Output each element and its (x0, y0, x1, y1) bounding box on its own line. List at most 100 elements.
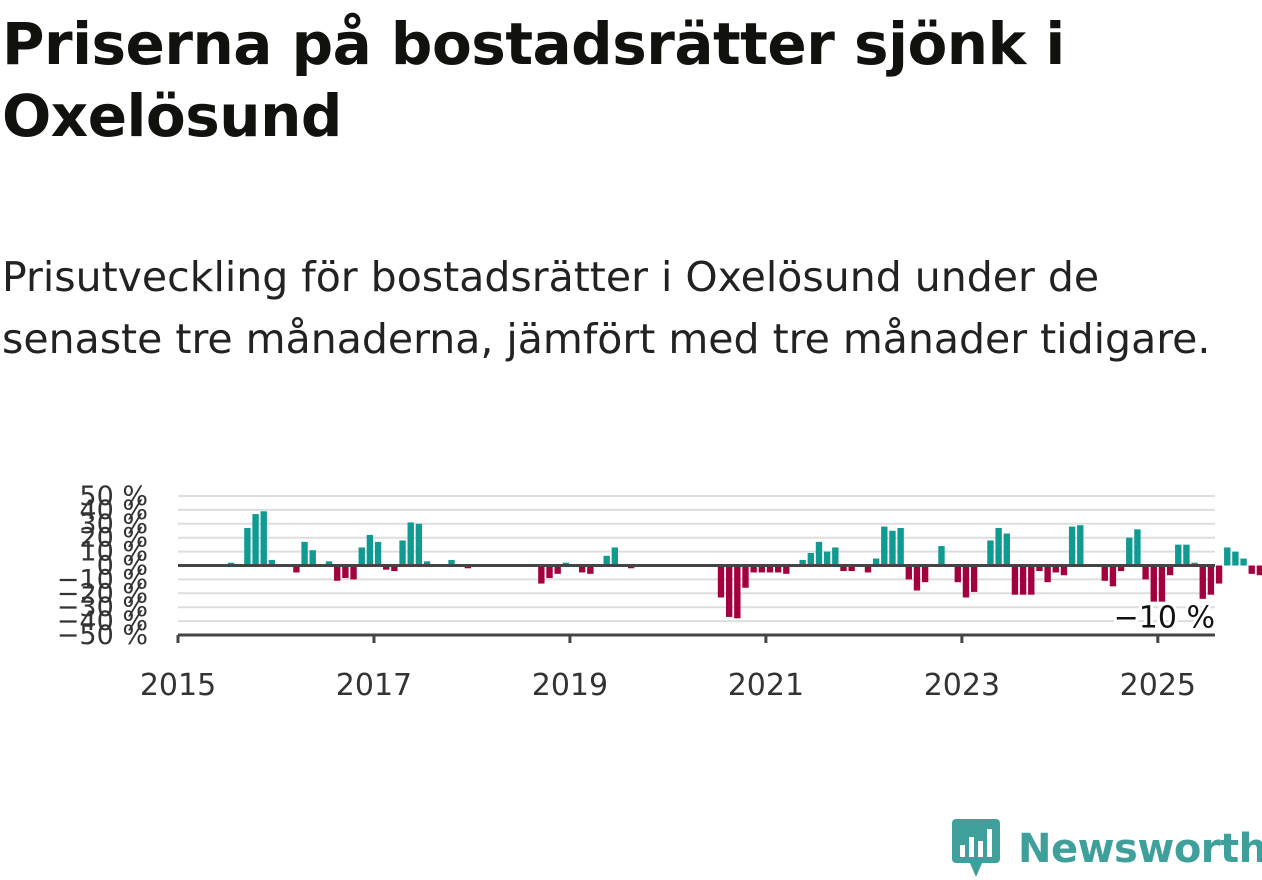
bar (995, 527, 1002, 566)
y-tick-label: 30 % (79, 509, 148, 540)
bar (1068, 526, 1076, 566)
bar (766, 565, 774, 573)
bar (1109, 565, 1117, 587)
bar (603, 555, 610, 566)
x-tick-label: 2015 (140, 668, 216, 703)
bar (342, 565, 349, 579)
bar (538, 565, 545, 584)
bar (1150, 565, 1157, 602)
x-axis-ticks: 2015 2017 2019 2021 2023 2025 (140, 635, 1196, 703)
bar (268, 559, 276, 566)
brand-name: Newsworthy (1018, 826, 1262, 872)
bar (1166, 565, 1174, 576)
bar (1052, 565, 1059, 573)
y-tick-label: −30 % (57, 592, 148, 623)
x-tick-label: 2023 (924, 668, 1000, 703)
y-tick-label: −20 % (57, 578, 148, 609)
newsworthy-logo: Newsworthy (952, 818, 1262, 880)
bar (717, 565, 725, 598)
bar (391, 565, 398, 572)
bars (227, 511, 1262, 619)
bar (750, 565, 757, 573)
bar (807, 552, 814, 566)
last-value-label: −10 % (1114, 600, 1215, 635)
bar (864, 565, 872, 573)
bar (325, 561, 333, 566)
bar (1199, 565, 1206, 599)
bar (783, 565, 790, 574)
bar (1019, 565, 1027, 595)
bar (448, 559, 455, 566)
bar (938, 546, 945, 566)
bar (1011, 565, 1019, 595)
bar (252, 514, 259, 566)
y-tick-label: −40 % (57, 606, 148, 637)
y-tick-label: 10 % (79, 537, 148, 568)
bar (881, 526, 888, 566)
bar (840, 565, 847, 572)
y-tick-label: 0 % (97, 551, 148, 582)
bar (579, 565, 586, 573)
bar (358, 547, 365, 566)
bar (366, 534, 374, 566)
bar (1077, 525, 1084, 566)
bar (1036, 565, 1043, 572)
bar (962, 565, 970, 598)
bar (1175, 544, 1182, 566)
bar (301, 541, 308, 566)
bar (1134, 529, 1141, 566)
bar (774, 565, 782, 573)
bar (1003, 533, 1010, 566)
bar (913, 565, 921, 591)
bar (970, 565, 978, 592)
x-tick-label: 2025 (1120, 668, 1196, 703)
y-tick-label: −50 % (57, 620, 148, 651)
bar (399, 540, 406, 566)
price-change-chart: 50 %40 %30 %20 %10 %0 % −10 % −20 %−30 %−4… (57, 481, 1262, 703)
bar (1248, 565, 1255, 574)
bar (334, 565, 341, 581)
bar (350, 565, 357, 580)
bar (848, 565, 855, 572)
bar (872, 558, 880, 566)
bar (1044, 565, 1051, 583)
bar (309, 550, 316, 566)
bar (383, 565, 390, 570)
x-tick-label: 2021 (728, 668, 804, 703)
y-axis-ticks: 50 %40 %30 %20 %10 %0 %−10 %−20 %−30 %−4… (57, 481, 148, 651)
bar (1240, 558, 1247, 566)
bar (554, 565, 561, 574)
bar (897, 527, 904, 566)
bar (921, 565, 929, 583)
bar (407, 522, 414, 566)
bar-chart-speech-icon (952, 819, 1000, 877)
bar (1126, 537, 1133, 566)
bar (587, 565, 594, 574)
x-tick-label: 2017 (336, 668, 412, 703)
bar (823, 551, 831, 566)
y-tick-label: 20 % (79, 523, 148, 554)
bar (889, 530, 896, 566)
bar (1256, 565, 1262, 576)
bar (1183, 544, 1190, 566)
bar (1224, 547, 1231, 566)
y-tick-label: 50 % (79, 481, 148, 512)
bar (1207, 565, 1215, 595)
bar (1215, 565, 1223, 584)
bar (1142, 565, 1149, 580)
chart-subtitle: Prisutveckling för bostadsrätter i Oxelö… (2, 253, 1211, 363)
bar (725, 565, 733, 617)
bar (734, 565, 741, 619)
bar (1117, 565, 1125, 572)
chart-title: Priserna på bostadsrätter sjönk i Oxelös… (2, 10, 1065, 150)
bar (954, 565, 961, 583)
bar (415, 523, 423, 566)
bar (244, 527, 251, 566)
bar (987, 540, 994, 566)
bar (815, 541, 823, 566)
y-tick-label: 40 % (79, 495, 148, 526)
bar (1060, 565, 1068, 576)
bar (1101, 565, 1108, 581)
bar (832, 547, 839, 566)
bar (742, 565, 749, 588)
